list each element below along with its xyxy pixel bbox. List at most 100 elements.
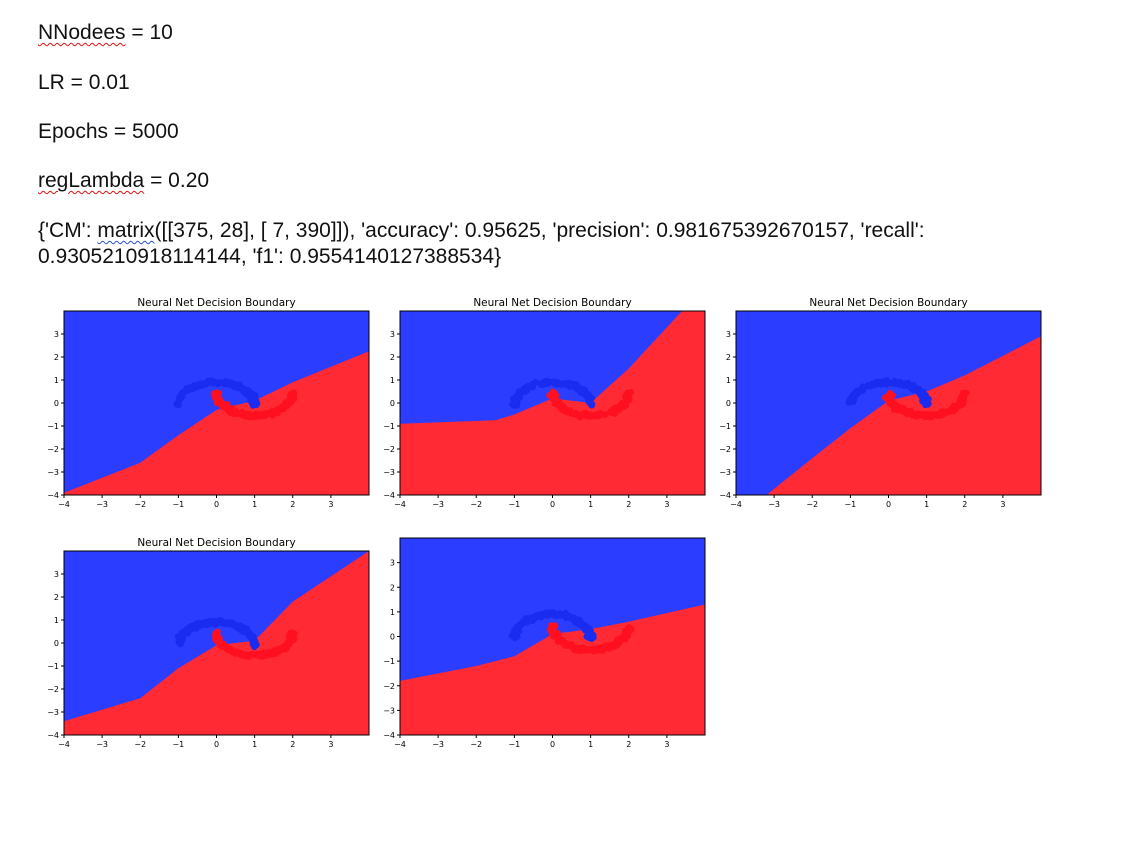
red-class-point <box>552 629 559 637</box>
y-tick-label: 3 <box>390 330 395 339</box>
red-class-point <box>261 410 269 417</box>
blue-class-point <box>511 398 518 406</box>
red-class-point <box>603 642 610 650</box>
blue-class-point <box>896 381 904 389</box>
x-tick-label: −4 <box>394 740 406 749</box>
blue-class-point <box>537 614 545 621</box>
x-tick-label: 1 <box>588 740 593 749</box>
red-class-point <box>265 651 272 659</box>
blue-class-point <box>550 609 557 616</box>
x-tick-label: 2 <box>962 500 967 509</box>
blue-class-point <box>852 392 859 400</box>
blue-class-point <box>573 616 580 623</box>
blue-class-point <box>519 618 527 625</box>
red-class-point <box>290 636 297 644</box>
red-class-point <box>238 408 246 416</box>
red-class-point <box>213 389 221 396</box>
blue-class-point <box>529 381 537 388</box>
x-tick-label: 0 <box>550 500 555 509</box>
blue-class-point <box>216 618 223 626</box>
blue-class-point <box>561 380 568 387</box>
blue-class-point <box>240 628 248 636</box>
blue-class-point <box>869 380 876 388</box>
red-region <box>736 336 1041 495</box>
x-tick-label: −2 <box>806 500 818 509</box>
red-class-point <box>889 392 896 399</box>
red-class-point <box>564 407 571 414</box>
red-class-point <box>213 397 221 404</box>
x-tick-label: 0 <box>214 500 219 509</box>
red-region <box>64 351 369 495</box>
blue-class-point <box>202 380 210 387</box>
metrics-post: ([[375, 28], [ 7, 390]]), 'accuracy': 0.… <box>154 219 925 242</box>
epochs-line: Epochs = 5000 <box>38 120 179 143</box>
x-tick-label: −1 <box>172 500 184 509</box>
red-class-point <box>595 644 602 651</box>
red-class-point <box>913 413 921 420</box>
red-class-point <box>562 641 569 648</box>
x-tick-label: −3 <box>768 500 780 509</box>
blue-class-point <box>917 391 924 398</box>
red-class-point <box>931 411 939 419</box>
red-class-point <box>260 649 267 656</box>
y-tick-label: −3 <box>47 468 59 477</box>
y-tick-label: 2 <box>54 353 59 362</box>
plot-title: Neural Net Decision Boundary <box>137 537 295 549</box>
y-tick-label: 0 <box>726 399 731 408</box>
y-tick-label: −4 <box>383 491 395 500</box>
blue-class-point <box>243 387 250 394</box>
red-class-point <box>919 411 926 418</box>
x-tick-label: −3 <box>432 740 444 749</box>
red-class-point <box>569 644 577 651</box>
blue-class-point <box>515 390 523 397</box>
blue-class-point <box>557 611 564 619</box>
x-tick-label: −3 <box>96 740 108 749</box>
y-tick-label: −2 <box>47 685 59 694</box>
x-tick-label: −1 <box>844 500 856 509</box>
red-class-point <box>548 622 555 629</box>
blue-class-point <box>199 620 206 628</box>
red-class-point <box>278 404 285 412</box>
blue-class-point <box>586 399 594 406</box>
blue-class-point <box>180 631 187 638</box>
reglambda-value: = 0.20 <box>144 169 210 192</box>
y-tick-label: 2 <box>390 583 395 592</box>
red-class-point <box>924 411 931 418</box>
metrics-pre: {'CM': <box>38 219 98 242</box>
x-tick-label: 3 <box>664 500 669 509</box>
blue-class-point <box>550 378 558 385</box>
y-tick-label: 0 <box>54 399 59 408</box>
y-tick-label: −1 <box>719 422 731 431</box>
nnodes-key: NNodees <box>38 21 126 44</box>
y-tick-label: 2 <box>726 353 731 362</box>
y-tick-label: −2 <box>719 445 731 454</box>
blue-class-point <box>177 394 185 402</box>
red-class-point <box>548 391 556 398</box>
y-tick-label: 3 <box>726 330 731 339</box>
red-region <box>64 551 369 735</box>
plot-title: Neural Net Decision Boundary <box>809 297 967 309</box>
y-tick-label: −4 <box>47 491 59 500</box>
red-class-point <box>286 631 293 639</box>
y-tick-label: 0 <box>390 399 395 408</box>
red-class-point <box>248 650 256 658</box>
y-tick-label: −4 <box>719 491 731 500</box>
x-tick-label: −2 <box>470 500 482 509</box>
x-tick-label: 2 <box>290 740 295 749</box>
red-class-point <box>233 650 240 657</box>
x-tick-label: 0 <box>886 500 891 509</box>
x-tick-label: 3 <box>328 740 333 749</box>
metrics-line-1: {'CM': matrix([[375, 28], [ 7, 390]]), '… <box>38 218 925 244</box>
red-class-point <box>278 646 285 653</box>
y-tick-label: 2 <box>390 353 395 362</box>
plot-title: Neural Net Decision Boundary <box>137 297 295 309</box>
metrics-line-2: 0.9305210918114144, 'f1': 0.955414012738… <box>38 245 502 268</box>
red-class-point <box>274 409 281 417</box>
blue-class-point <box>585 630 592 637</box>
y-tick-label: −1 <box>47 662 59 671</box>
blue-class-point <box>879 380 887 388</box>
